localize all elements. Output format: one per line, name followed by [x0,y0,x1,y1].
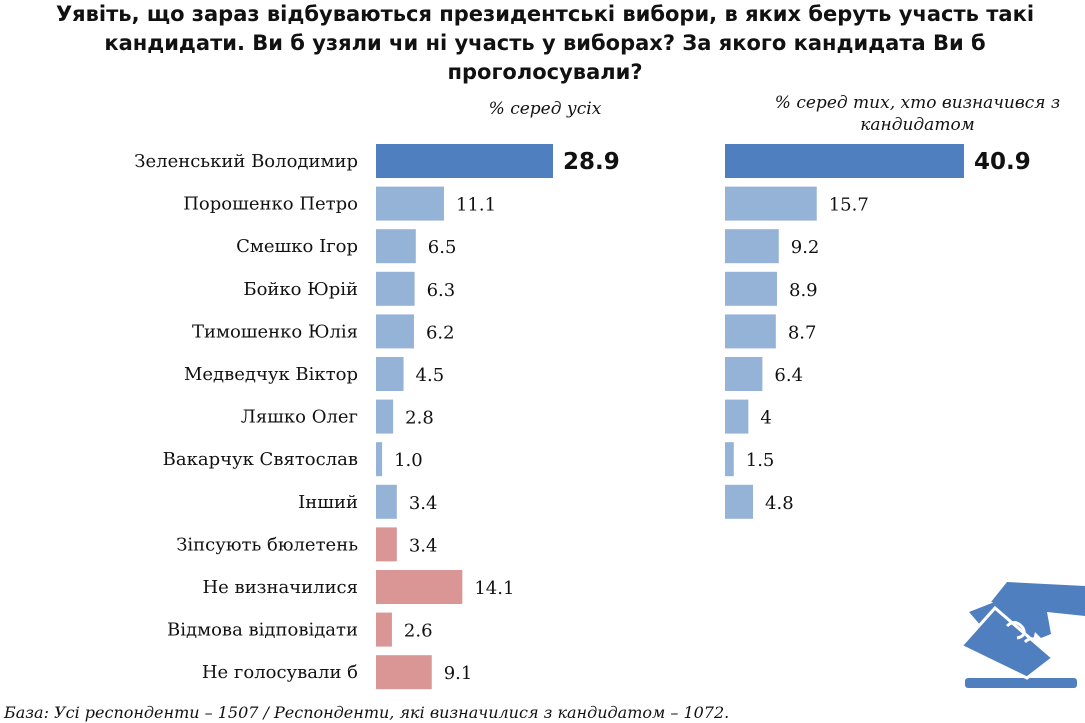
right-chart-subtitle: % серед тих, хто визначився з кандидатом [774,93,1061,135]
left-bar-12 [376,612,392,647]
left-bar-4 [376,271,415,306]
left-category-label: Ляшко Олег [241,407,358,428]
right-bar-1 [725,144,964,178]
left-category-label: Бойко Юрій [243,279,358,300]
left-value-label: 3.4 [409,493,438,514]
left-chart-subtitle: % серед усіх [488,99,602,119]
right-bar-2 [725,186,817,221]
left-value-label: 14.1 [474,578,514,599]
right-value-label: 8.9 [789,280,818,301]
right-bar-8 [725,442,734,477]
right-value-label: 8.7 [788,322,817,343]
left-value-label: 2.6 [404,621,433,642]
left-bar-2 [376,186,444,221]
left-bar-5 [376,314,414,349]
right-bar-6 [725,357,763,391]
left-category-label: Медведчук Віктор [184,364,358,385]
left-value-label: 2.8 [405,408,434,429]
left-bar-13 [376,655,432,690]
left-value-label: 11.1 [456,195,496,216]
right-value-label: 1.5 [746,450,775,471]
footnote: База: Усі респонденти – 1507 / Респонден… [4,703,730,722]
left-value-label: 3.4 [409,535,438,556]
left-category-label: Зеленський Володимир [134,151,358,172]
left-bar-7 [376,399,394,434]
right-value-label: 4.8 [765,493,794,514]
right-value-label: 15.7 [829,195,869,216]
left-bar-9 [376,484,397,519]
left-value-label: 6.2 [426,322,455,343]
right-bar-7 [725,399,749,434]
chart-title: Уявіть, що зараз відбуваються президентс… [55,2,1035,84]
left-value-label: 1.0 [394,450,423,471]
right-chart: 40.9 15.7 9.2 8.9 8.7 6.4 4 1.5 4.8 [725,144,1031,519]
left-category-label: Не голосували б [202,662,358,683]
right-value-label: 6.4 [774,365,803,386]
left-bar-10 [376,527,397,562]
right-value-label: 4 [760,408,771,429]
left-bar-3 [376,229,416,264]
hand-voting-ballot-icon [958,582,1085,688]
left-value-label: 9.1 [444,663,473,684]
left-category-label: Інший [298,492,358,513]
left-bar-6 [376,357,404,391]
right-value-label: 9.2 [791,237,820,258]
left-category-label: Порошенко Петро [183,194,358,215]
left-value-label: 6.3 [427,280,456,301]
left-value-label: 28.9 [563,149,620,175]
left-category-label: Вакарчук Святослав [163,449,358,470]
left-bar-11 [376,570,463,604]
right-bar-5 [725,314,776,349]
left-category-label: Не визначилися [202,577,358,598]
left-value-label: 4.5 [416,365,445,386]
right-bar-4 [725,271,778,306]
left-bar-8 [376,442,383,477]
left-category-label: Тимошенко Юлія [192,321,358,342]
left-category-label: Смешко Ігор [236,236,358,257]
left-category-label: Відмова відповідати [167,620,358,641]
right-value-label: 40.9 [974,149,1031,175]
left-chart: Зеленський Володимир 28.9 Порошенко Петро 1… [134,144,620,690]
right-bar-3 [725,229,779,264]
left-category-label: Зіпсують бюлетень [176,534,358,555]
left-bar-1 [376,144,553,178]
right-bar-9 [725,484,754,519]
left-value-label: 6.5 [428,237,457,258]
